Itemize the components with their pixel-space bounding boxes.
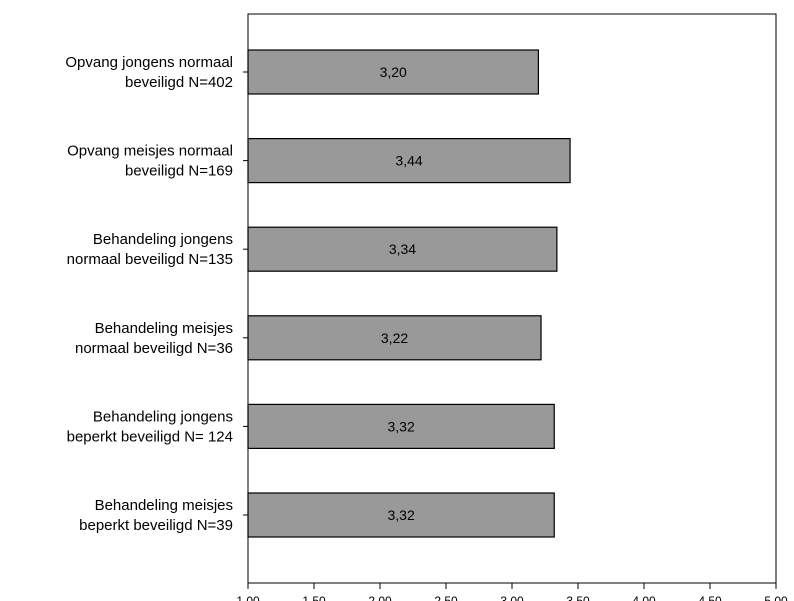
x-axis: 1,00 1,50 2,00 2,50 3,00 3,50 4,00 4,50 5,00 — [236, 583, 788, 601]
category-label-2-line-1: normaal beveiligd N=135 — [67, 251, 233, 268]
category-label-4-line-0: Behandeling jongens — [93, 408, 233, 425]
data-label-0: 3,20 — [380, 64, 407, 80]
data-label-3: 3,22 — [381, 330, 408, 346]
category-label-0: Opvang jongens normaal beveiligd N=402 — [65, 54, 233, 91]
category-label-0-line-1: beveiligd N=402 — [125, 74, 233, 91]
data-label-2: 3,34 — [389, 241, 416, 257]
x-tick-label-3: 2,50 — [434, 594, 458, 601]
category-label-0-line-0: Opvang jongens normaal — [65, 54, 233, 71]
data-label-4: 3,32 — [387, 418, 414, 434]
x-tick-label-7: 4,50 — [698, 594, 722, 601]
category-labels-group: Opvang jongens normaal beveiligd N=402Opv… — [65, 54, 248, 534]
x-tick-label-6: 4,00 — [632, 594, 656, 601]
category-label-5-line-0: Behandeling meisjes — [95, 497, 233, 514]
bar-2 — [247, 226, 558, 272]
x-tick-label-0: 1,00 — [236, 594, 260, 601]
category-label-2-line-0: Behandeling jongens — [93, 231, 233, 248]
x-tick-label-4: 3,00 — [500, 594, 524, 601]
category-label-5-line-1: beperkt beveiligd N=39 — [79, 517, 233, 534]
category-label-1-line-0: Opvang meisjes normaal — [67, 143, 233, 160]
category-label-3-line-0: Behandeling meisjes — [95, 320, 233, 337]
x-tick-label-8: 5,00 — [764, 594, 788, 601]
category-label-4-line-1: beperkt beveiligd N= 124 — [67, 428, 233, 445]
x-tick-label-5: 3,50 — [566, 594, 590, 601]
x-tick-label-2: 2,00 — [368, 594, 392, 601]
bar-1 — [247, 138, 571, 184]
category-label-2: Behandeling jongens normaal beveiligd N=1… — [67, 231, 233, 268]
category-label-3: Behandeling meisjes normaal beveiligd N=3… — [75, 320, 233, 357]
data-label-5: 3,32 — [387, 507, 414, 523]
data-label-1: 3,44 — [395, 153, 422, 169]
category-label-4: Behandeling jongens beperkt beveiligd N= … — [67, 408, 233, 445]
category-label-5: Behandeling meisjes beperkt beveiligd N=3… — [79, 497, 233, 534]
bars-group: 3,20 3,44 3,34 3,22 3,32 3,32 — [247, 49, 571, 538]
bar-0 — [247, 49, 539, 95]
category-label-3-line-1: normaal beveiligd N=36 — [75, 340, 233, 357]
x-tick-label-1: 1,50 — [302, 594, 326, 601]
category-label-1-line-1: beveiligd N=169 — [125, 163, 233, 180]
category-label-1: Opvang meisjes normaal beveiligd N=169 — [67, 143, 233, 180]
